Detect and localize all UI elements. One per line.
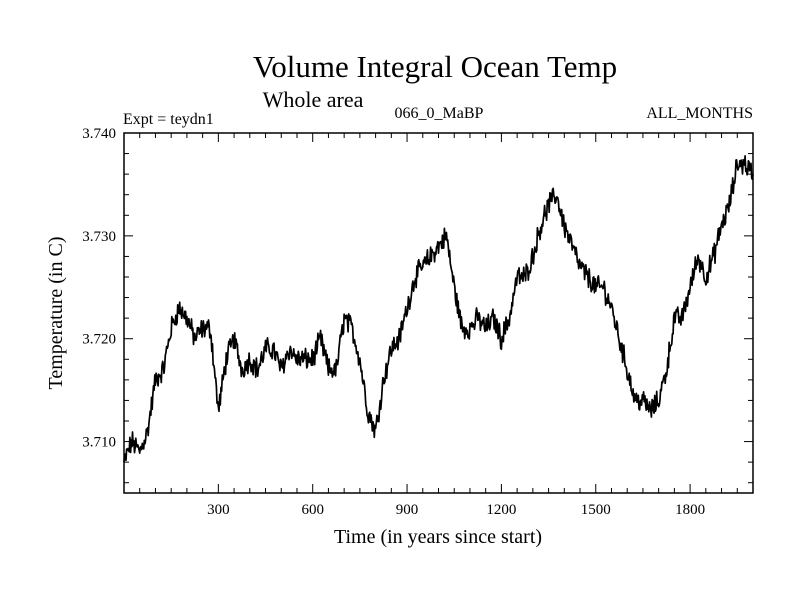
x-tick-label: 600	[301, 502, 324, 518]
y-tick-label: 3.710	[82, 435, 116, 451]
axis-tick-labels: 300 600 900 1200 1500 1800 3.710 3.720 3.730 3.74…	[82, 126, 705, 518]
temperature-series-line	[123, 155, 754, 463]
axis-ticks	[124, 132, 753, 493]
experiment-label: Expt = teydn1	[123, 111, 214, 128]
chart-subtitle: Whole area	[263, 87, 364, 112]
y-tick-label: 3.740	[82, 126, 116, 142]
x-tick-label: 1200	[486, 502, 516, 518]
x-tick-label: 1800	[675, 502, 705, 518]
x-tick-label: 1500	[581, 502, 611, 518]
period-label: 066_0_MaBP	[395, 105, 484, 122]
x-axis-label: Time (in years since start)	[334, 526, 542, 548]
chart-title: Volume Integral Ocean Temp	[253, 49, 617, 84]
plot-frame	[123, 132, 754, 494]
y-tick-label: 3.720	[82, 332, 116, 348]
months-label: ALL_MONTHS	[646, 105, 753, 122]
y-tick-label: 3.730	[82, 229, 116, 245]
x-tick-label: 300	[207, 502, 230, 518]
x-tick-label: 900	[396, 502, 419, 518]
y-axis-label: Temperature (in C)	[45, 237, 67, 390]
